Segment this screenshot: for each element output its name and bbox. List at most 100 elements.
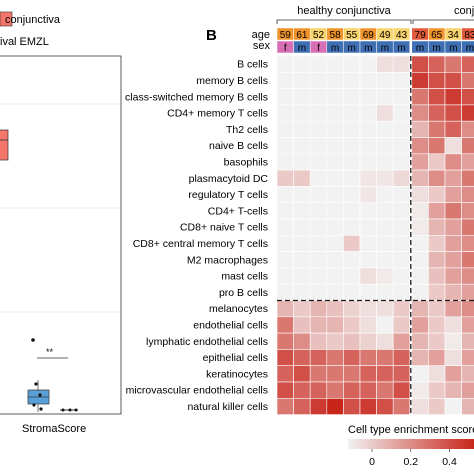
- heatmap-cell: [428, 316, 446, 334]
- heatmap-cell: [276, 88, 294, 106]
- row-label: memory B cells: [196, 75, 268, 87]
- heatmap-cell: [293, 153, 311, 171]
- heatmap-cell: [376, 332, 394, 350]
- sex-cell: [461, 40, 474, 54]
- heatmap-cell: [428, 202, 446, 220]
- age-label: 83: [464, 30, 474, 41]
- heatmap-cell: [411, 397, 429, 415]
- heatmap-cell: [326, 72, 344, 89]
- heatmap-cell: [392, 104, 411, 122]
- sex-label: f: [284, 43, 287, 54]
- age-cell: [461, 27, 474, 41]
- heatmap-cell: [428, 251, 446, 269]
- sex-label: m: [381, 43, 389, 54]
- group-label-emzl: conju: [454, 5, 474, 17]
- row-label: basophils: [224, 157, 268, 169]
- age-cell: [392, 27, 411, 41]
- heatmap-cell: [276, 267, 294, 285]
- annotation-label-age: age: [252, 29, 270, 41]
- heatmap-cell: [392, 169, 411, 187]
- heatmap-cell: [293, 397, 311, 415]
- heatmap-cell: [309, 104, 328, 122]
- heatmap-cell: [326, 153, 344, 171]
- heatmap-cell: [392, 120, 411, 138]
- heatmap-cell: [343, 218, 361, 236]
- heatmap-cell: [392, 88, 411, 106]
- heatmap-cell: [293, 365, 311, 383]
- row-label: lymphatic endothelial cells: [146, 336, 268, 348]
- heatmap-cell: [411, 349, 429, 366]
- heatmap-cell: [444, 397, 462, 415]
- heatmap-cell: [428, 267, 446, 285]
- age-label: 55: [346, 30, 358, 41]
- heatmap-cell: [444, 202, 462, 220]
- data-point: [38, 393, 42, 397]
- heatmap-cell: [309, 381, 328, 399]
- sex-label: m: [449, 43, 457, 54]
- heatmap-cell: [276, 202, 294, 220]
- heatmap-cell: [376, 316, 394, 334]
- heatmap-cell: [309, 397, 328, 415]
- x-axis-label-stromascore: StromaScore: [22, 423, 86, 435]
- heatmap-cell: [428, 300, 446, 318]
- heatmap-cell: [343, 169, 361, 187]
- heatmap-cell: [444, 218, 462, 236]
- heatmap-cell: [359, 332, 377, 350]
- heatmap-cell: [276, 365, 294, 383]
- heatmap-cell: [461, 55, 474, 73]
- heatmap-cell: [428, 218, 446, 236]
- heatmap-cell: [276, 251, 294, 269]
- heatmap-cell: [411, 332, 429, 350]
- heatmap-cell: [309, 186, 328, 203]
- heatmap-cell: [376, 88, 394, 106]
- row-label: CD8+ naive T cells: [180, 222, 268, 234]
- row-label: natural killer cells: [187, 401, 268, 413]
- heatmap-cell: [411, 235, 429, 252]
- heatmap-cell: [309, 137, 328, 155]
- heatmap-cell: [411, 72, 429, 89]
- heatmap-cell: [359, 169, 377, 187]
- heatmap-cell: [326, 169, 344, 187]
- heatmap-cell: [359, 349, 377, 366]
- heatmap-cell: [276, 316, 294, 334]
- sex-label: m: [348, 43, 356, 54]
- heatmap-cell: [461, 104, 474, 122]
- heatmap-cell: [309, 55, 328, 73]
- row-label: class-switched memory B cells: [125, 91, 268, 103]
- outlier-point: [31, 338, 35, 342]
- data-point: [39, 407, 43, 411]
- heatmap-cell: [392, 267, 411, 285]
- legend-label-emzl: ival EMZL: [0, 36, 49, 48]
- heatmap-cell: [411, 202, 429, 220]
- heatmap-cell: [276, 72, 294, 89]
- heatmap-cell: [428, 137, 446, 155]
- age-label: 52: [313, 30, 325, 41]
- heatmap-cell: [461, 153, 474, 171]
- heatmap-cell: [411, 316, 429, 334]
- heatmap-cell: [444, 251, 462, 269]
- heatmap-cell: [326, 267, 344, 285]
- heatmap-cell: [392, 365, 411, 383]
- heatmap-cell: [359, 365, 377, 383]
- heatmap-cell: [461, 267, 474, 285]
- colorbar-tick-label: 0.2: [403, 456, 418, 468]
- heatmap-cell: [309, 169, 328, 187]
- row-label: CD8+ central memory T cells: [133, 238, 268, 250]
- age-label: 34: [448, 30, 460, 41]
- heatmap-cell: [309, 283, 328, 301]
- heatmap-cell: [359, 267, 377, 285]
- heatmap-cell: [326, 202, 344, 220]
- heatmap-cell: [343, 332, 361, 350]
- heatmap-cell: [444, 235, 462, 252]
- heatmap-cell: [428, 186, 446, 203]
- heatmap-cell: [392, 300, 411, 318]
- heatmap-cell: [326, 300, 344, 318]
- sex-label: f: [317, 43, 320, 54]
- colorbar: [348, 439, 474, 449]
- heatmap-cell: [276, 153, 294, 171]
- heatmap-cell: [293, 349, 311, 366]
- row-label: epithelial cells: [203, 352, 268, 364]
- heatmap-cell: [326, 186, 344, 203]
- heatmap-cell: [326, 55, 344, 73]
- heatmap-cell: [444, 55, 462, 73]
